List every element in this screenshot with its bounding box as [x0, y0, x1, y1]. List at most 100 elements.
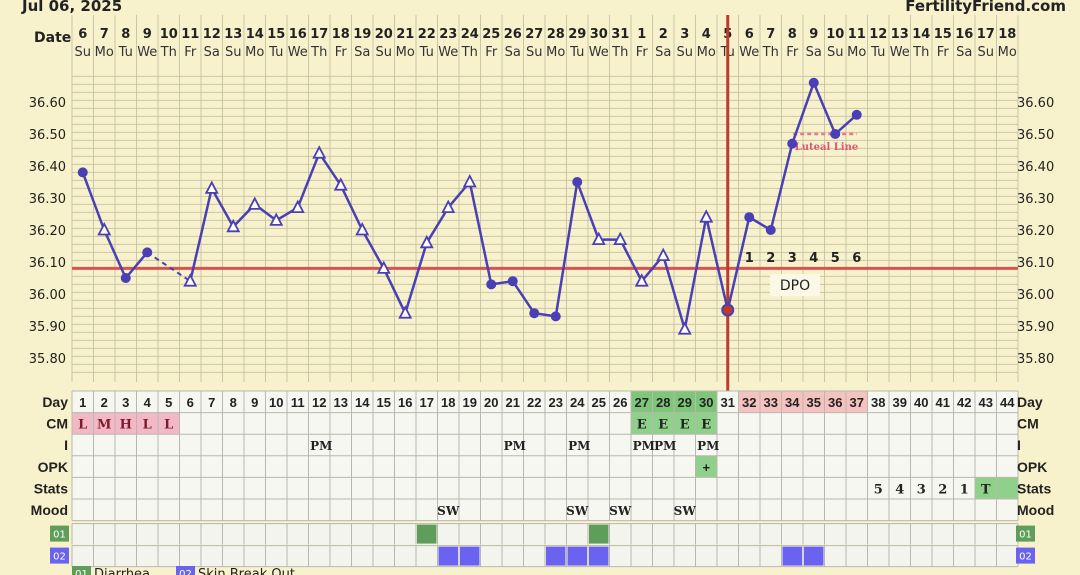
weekday: Su — [677, 45, 694, 60]
symptom02-tag-left-text: 02 — [53, 552, 66, 563]
temp-line-segment — [812, 82, 837, 135]
day-cell-luteal — [760, 391, 782, 413]
symptom01-tag-right — [1016, 525, 1035, 542]
temp-line-segment — [468, 181, 493, 285]
temp-point-circle — [120, 273, 131, 283]
symptom01-mark — [417, 524, 437, 544]
opk-cell — [695, 455, 717, 478]
date-number: 20 — [375, 27, 393, 42]
date-number: 17 — [977, 27, 995, 42]
symptom01-mark — [589, 524, 609, 544]
temp-line-segment — [769, 143, 794, 231]
dpo-number: 1 — [745, 251, 754, 266]
date-number: 21 — [396, 27, 414, 42]
symptom02-mark — [589, 546, 609, 566]
row-label-right-opk: OPK — [1017, 459, 1047, 475]
dpo-number: 6 — [852, 251, 861, 266]
date-number: 19 — [353, 27, 371, 42]
dpo-label-box — [770, 274, 820, 296]
opk-cell-text: + — [702, 460, 710, 475]
temp-line-segment — [511, 280, 536, 314]
temp-point-triangle — [613, 231, 628, 246]
weekday: Tu — [268, 45, 283, 60]
days-cell-text: 44 — [1000, 395, 1015, 410]
date-number: 29 — [568, 27, 586, 42]
mood-cell-text: SW — [609, 504, 632, 518]
temp-point-circle — [765, 225, 776, 235]
legend-item2-tag — [176, 566, 195, 575]
days-cell-text: 17 — [420, 395, 434, 410]
cm-cell-text: E — [680, 418, 690, 433]
temp-point-circle — [507, 276, 518, 287]
y-tick-right: 36.20 — [1017, 224, 1054, 239]
day-cell-fertile — [695, 391, 717, 413]
temp-point-triangle — [269, 212, 284, 226]
date-number: 6 — [745, 27, 754, 42]
symptom01-tag-left — [50, 525, 69, 542]
row-label-right-cm: CM — [1017, 416, 1039, 432]
cm-cell — [158, 412, 180, 435]
symptom02-mark — [804, 546, 824, 566]
y-tick-right: 35.80 — [1017, 352, 1054, 367]
row-label-right-day: Day — [1017, 394, 1043, 410]
date-number: 9 — [809, 27, 818, 42]
temp-point-circle — [808, 77, 819, 88]
days-cell-text: 6 — [187, 395, 194, 410]
weekday: Sa — [956, 45, 972, 60]
intercourse-cell-text: PM — [633, 439, 655, 453]
temp-point-triangle — [312, 145, 327, 159]
temp-point-triangle — [183, 273, 198, 287]
days-cell-text: 40 — [914, 395, 928, 410]
temp-line-segment — [189, 188, 213, 282]
row-label-left-day: Day — [42, 394, 68, 410]
days-cell-text: 25 — [592, 395, 606, 410]
date-number: 11 — [181, 27, 199, 42]
temp-line-segment — [339, 184, 364, 231]
temp-point-triangle — [656, 247, 671, 262]
date-number: 14 — [912, 27, 930, 42]
date-number: 3 — [680, 27, 689, 42]
mood-cell-text: SW — [674, 504, 697, 518]
intercourse-cell-text: PM — [697, 439, 719, 453]
temp-line-segment — [361, 229, 385, 270]
stats-cell-text: T — [981, 482, 991, 497]
symptom02-tag-right-text: 02 — [1019, 552, 1032, 563]
legend-item2-text: Skin Break Out — [198, 567, 295, 575]
weekday: We — [589, 45, 609, 60]
symptom02-mark — [460, 546, 480, 566]
row-label-right-mood: Mood — [1017, 502, 1054, 518]
date-number: 16 — [955, 27, 973, 42]
weekday: Fr — [485, 45, 498, 60]
temp-line-segment — [382, 267, 407, 314]
weekday: Fr — [636, 45, 649, 60]
y-tick-left: 36.00 — [29, 288, 66, 303]
cm-cell-text: E — [637, 418, 647, 433]
stats-cell-text: 3 — [917, 482, 926, 497]
temp-point-triangle — [97, 222, 112, 236]
weekday: Th — [461, 45, 478, 60]
weekday: Tu — [419, 45, 434, 60]
symptom02-mark — [546, 546, 566, 566]
weekday: We — [890, 45, 910, 60]
date-number: 24 — [461, 27, 479, 42]
days-cell-text: 33 — [764, 395, 778, 410]
temp-line-segment — [662, 255, 686, 330]
weekday: We — [438, 45, 458, 60]
weekday: Mo — [245, 45, 264, 60]
dpo-number: 4 — [809, 251, 818, 266]
temp-line-segment — [103, 229, 127, 279]
temp-point-triangle — [699, 209, 714, 223]
y-tick-left: 35.90 — [29, 320, 66, 335]
days-cell-text: 20 — [484, 395, 498, 410]
y-tick-left: 36.60 — [29, 96, 66, 111]
weekday: Mo — [998, 45, 1017, 60]
weekday: Mo — [95, 45, 114, 60]
date-number: 16 — [289, 27, 307, 42]
weekday: Fr — [937, 45, 950, 60]
date-number: 1 — [637, 27, 646, 42]
temp-point-triangle — [591, 231, 606, 246]
weekday: Th — [912, 45, 929, 60]
temp-point-triangle — [376, 260, 391, 274]
temp-point-circle — [744, 212, 755, 223]
days-cell-text: 12 — [312, 395, 326, 410]
